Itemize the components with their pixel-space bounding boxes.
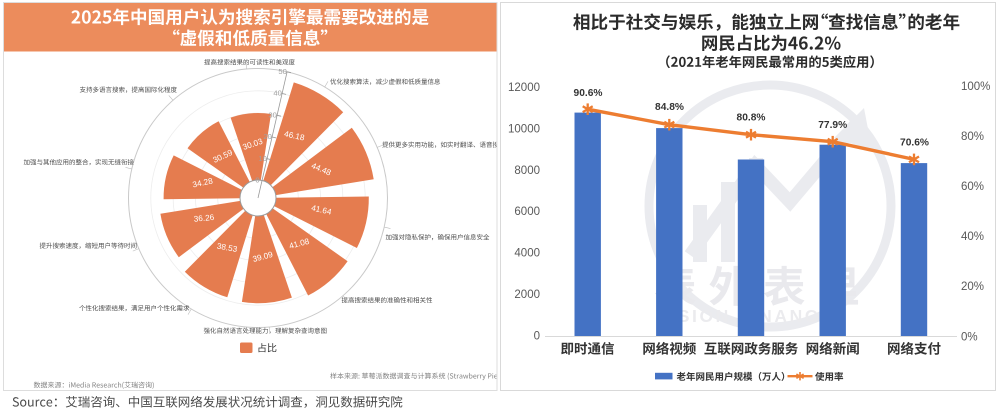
svg-text:30: 30: [268, 111, 276, 120]
svg-text:38.53: 38.53: [216, 242, 238, 254]
svg-text:50: 50: [278, 67, 286, 76]
svg-text:70.6%: 70.6%: [900, 137, 929, 148]
svg-text:0: 0: [534, 330, 540, 342]
svg-text:8000: 8000: [514, 165, 540, 177]
svg-text:80%: 80%: [961, 131, 984, 143]
svg-text:84.8%: 84.8%: [655, 102, 684, 113]
svg-text:40: 40: [273, 89, 281, 98]
svg-text:0%: 0%: [961, 331, 978, 343]
svg-text:60%: 60%: [961, 181, 984, 193]
svg-text:90.6%: 90.6%: [574, 88, 603, 99]
svg-text:10000: 10000: [508, 123, 540, 135]
svg-text:34.28: 34.28: [192, 176, 214, 189]
svg-text:6000: 6000: [514, 206, 540, 218]
svg-text:80.8%: 80.8%: [737, 113, 766, 124]
svg-text:20: 20: [263, 132, 271, 141]
svg-text:20%: 20%: [961, 281, 984, 293]
svg-text:10: 10: [258, 154, 266, 163]
svg-text:77.9%: 77.9%: [818, 120, 847, 131]
svg-text:40%: 40%: [961, 231, 984, 243]
svg-text:36.26: 36.26: [193, 213, 215, 224]
svg-text:0: 0: [255, 176, 259, 185]
svg-text:2000: 2000: [514, 289, 540, 301]
svg-text:12000: 12000: [508, 82, 540, 94]
svg-text:100%: 100%: [961, 81, 990, 93]
svg-text:4000: 4000: [514, 248, 540, 260]
svg-text:46.18: 46.18: [283, 129, 305, 142]
